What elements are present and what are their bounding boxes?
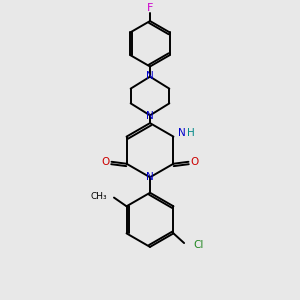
Text: O: O (190, 157, 199, 167)
Text: F: F (147, 3, 153, 13)
Text: O: O (101, 157, 110, 167)
Text: Cl: Cl (194, 240, 204, 250)
Text: N: N (146, 71, 154, 81)
Text: N: N (146, 111, 154, 121)
Text: N: N (178, 128, 186, 138)
Text: H: H (187, 128, 194, 138)
Text: CH₃: CH₃ (91, 192, 107, 201)
Text: N: N (146, 172, 154, 182)
